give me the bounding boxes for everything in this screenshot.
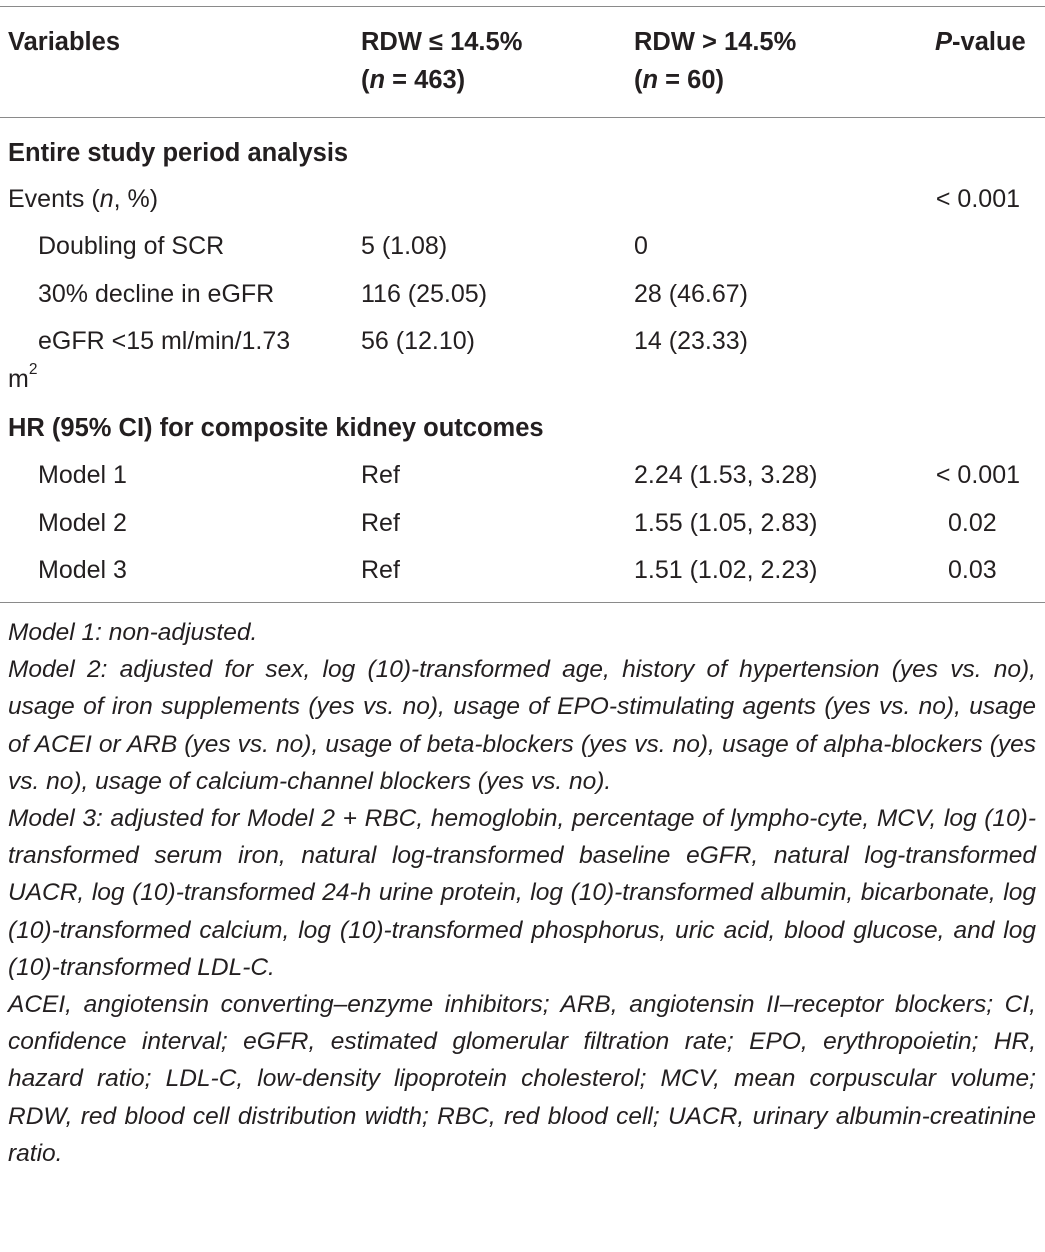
header-rdw-high-n: n xyxy=(642,66,659,94)
header-p-italic: P xyxy=(935,28,953,56)
row-label-egfr-low-sup: 2 xyxy=(28,360,38,378)
top-rule xyxy=(0,6,1045,7)
row-high-egfr-low: 14 (23.33) xyxy=(634,327,748,355)
row-label-egfr-decline: 30% decline in eGFR xyxy=(38,280,275,308)
header-rdw-low-line1: RDW ≤ 14.5% xyxy=(361,28,523,56)
model-1-label: Model 1 xyxy=(38,461,127,489)
events-p-value: < 0.001 xyxy=(935,185,1020,213)
header-rule xyxy=(0,117,1045,118)
model-2-p: 0.02 xyxy=(948,509,997,537)
header-rdw-high-line2: (n = 60) xyxy=(634,66,724,94)
model-2-low: Ref xyxy=(361,509,400,537)
model-1-low: Ref xyxy=(361,461,400,489)
row-low-doubling-scr: 5 (1.08) xyxy=(361,232,448,260)
header-variables: Variables xyxy=(8,23,120,61)
header-p-value: P-value xyxy=(935,23,1026,61)
model-1-high: 2.24 (1.53, 3.28) xyxy=(634,461,818,489)
model-1-p: < 0.001 xyxy=(935,461,1020,489)
header-p-rest: -value xyxy=(952,28,1026,56)
model-3-label: Model 3 xyxy=(38,556,127,584)
row-low-egfr-decline: 116 (25.05) xyxy=(361,280,488,308)
model-3-low: Ref xyxy=(361,556,400,584)
header-rdw-low-count: = 463) xyxy=(385,66,466,94)
header-rdw-low-line2: (n = 463) xyxy=(361,66,466,94)
events-label-n: n xyxy=(99,185,114,213)
section-hr: HR (95% CI) for composite kidney outcome… xyxy=(8,414,544,442)
model-3-p: 0.03 xyxy=(948,556,997,584)
header-rdw-high-line1: RDW > 14.5% xyxy=(634,28,797,56)
table-bottom-rule xyxy=(0,602,1045,603)
row-low-egfr-low: 56 (12.10) xyxy=(361,327,475,355)
footnote-model-1: Model 1: non-adjusted. xyxy=(8,619,258,646)
section-entire-study: Entire study period analysis xyxy=(8,139,349,167)
header-rdw-low-n: n xyxy=(369,66,386,94)
row-label-doubling-scr: Doubling of SCR xyxy=(38,232,225,260)
header-rdw-high: RDW > 14.5% (n = 60) xyxy=(634,23,796,99)
row-label-egfr-low: eGFR <15 ml/min/1.73 xyxy=(38,327,291,355)
row-high-doubling-scr: 0 xyxy=(634,232,648,260)
header-rdw-low: RDW ≤ 14.5% (n = 463) xyxy=(361,23,522,99)
footnote-abbreviations: ACEI, angiotensin converting–enzyme inhi… xyxy=(8,991,1036,1167)
events-label-pre: Events ( xyxy=(8,185,100,213)
footnote-model-2: Model 2: adjusted for sex, log (10)-tran… xyxy=(8,656,1036,795)
row-label-egfr-low-unit: m xyxy=(8,365,29,393)
events-label-post: , %) xyxy=(113,185,159,213)
footnote-model-3: Model 3: adjusted for Model 2 + RBC, hem… xyxy=(8,805,1036,981)
model-3-high: 1.51 (1.02, 2.23) xyxy=(634,556,818,584)
header-rdw-high-count: = 60) xyxy=(658,66,724,94)
model-2-label: Model 2 xyxy=(38,509,127,537)
row-high-egfr-decline: 28 (46.67) xyxy=(634,280,748,308)
footnotes: Model 1: non-adjusted. Model 2: adjusted… xyxy=(8,614,1036,1172)
events-label: Events (n, %) xyxy=(8,180,158,218)
model-2-high: 1.55 (1.05, 2.83) xyxy=(634,509,818,537)
header-variables-text: Variables xyxy=(8,28,120,56)
row-label-egfr-low-wrap: m2 xyxy=(8,360,37,398)
